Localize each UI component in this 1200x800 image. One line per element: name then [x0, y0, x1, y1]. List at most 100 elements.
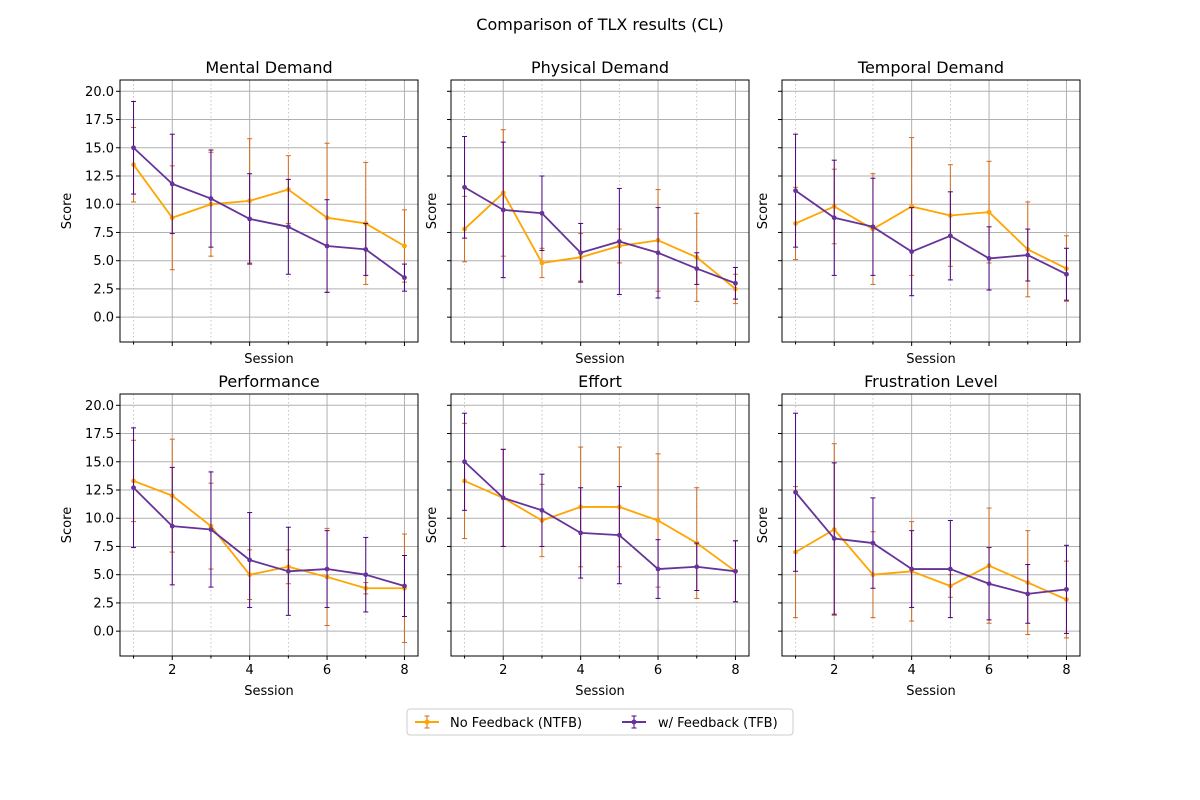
y-tick-label: 0.0: [93, 625, 114, 640]
data-point-tfb: [947, 566, 953, 572]
data-point-tfb: [539, 210, 545, 216]
data-point-tfb: [694, 564, 700, 570]
y-tick-label: 2.5: [93, 596, 114, 611]
x-axis-label: Session: [244, 684, 294, 699]
data-point-tfb: [285, 224, 291, 230]
data-point-tfb: [402, 583, 407, 589]
data-point-ntfb: [402, 243, 407, 249]
axes-frame: [450, 393, 750, 657]
y-axis-label: Score: [425, 507, 440, 543]
legend-tfb-marker: [631, 719, 637, 725]
data-point-tfb: [1025, 591, 1031, 597]
y-tick-label: 12.5: [85, 483, 114, 498]
x-axis-label: Session: [575, 352, 625, 367]
y-tick-label: 10.0: [85, 198, 114, 213]
series-line-ntfb: [795, 205, 1067, 270]
data-point-tfb: [909, 566, 915, 572]
data-point-tfb: [986, 256, 992, 261]
subplot-title: Effort: [578, 372, 622, 391]
x-tick-label: 2: [830, 663, 838, 678]
data-point-tfb: [831, 215, 837, 221]
data-point-tfb: [462, 184, 467, 190]
x-axis-label: Session: [906, 352, 956, 367]
data-point-tfb: [131, 145, 136, 151]
series-line-tfb: [463, 461, 736, 573]
x-tick-label: 6: [654, 663, 662, 678]
series-line-ntfb: [132, 164, 405, 247]
y-tick-label: 17.5: [85, 113, 114, 128]
data-point-tfb: [1064, 271, 1069, 277]
x-axis-label: Session: [575, 684, 625, 699]
data-point-tfb: [947, 233, 953, 239]
series-tfb: [131, 427, 407, 617]
data-point-tfb: [169, 181, 175, 187]
subplot-title: Physical Demand: [531, 58, 669, 77]
data-point-tfb: [131, 485, 136, 491]
data-point-tfb: [247, 216, 253, 222]
subplot-3: Temporal Demand Session Score: [756, 58, 1081, 367]
data-point-ntfb: [655, 518, 661, 523]
y-axis-label: Score: [60, 507, 75, 543]
subplot-title: Mental Demand: [205, 58, 332, 77]
y-axis-label: Score: [425, 193, 440, 229]
data-point-tfb: [694, 266, 700, 271]
series-line-ntfb: [464, 480, 736, 573]
data-point-tfb: [733, 568, 738, 574]
data-point-tfb: [870, 224, 876, 230]
y-tick-label: 5.0: [93, 568, 114, 583]
series-tfb: [462, 135, 738, 300]
series-tfb: [793, 412, 1069, 634]
data-point-tfb: [578, 530, 584, 536]
y-tick-label: 15.0: [85, 455, 114, 470]
data-point-tfb: [616, 239, 622, 244]
subplot-5: 2 4 6 8 Effort Session Score: [425, 372, 750, 699]
data-point-tfb: [500, 207, 506, 213]
data-point-tfb: [402, 275, 407, 281]
x-tick-label: 4: [577, 663, 585, 678]
series-line-ntfb: [133, 480, 405, 590]
subplot-2: Physical Demand Session Score: [425, 58, 750, 367]
x-tick-label: 6: [985, 663, 993, 678]
series-line-tfb: [132, 487, 405, 587]
figure-title: Comparison of TLX results (CL): [476, 15, 723, 34]
axes-frame: [781, 79, 1081, 343]
y-axis-label: Score: [60, 193, 75, 229]
legend: No Feedback (NTFB) w/ Feedback (TFB): [406, 708, 794, 736]
series-line-ntfb: [795, 528, 1067, 601]
data-point-tfb: [986, 581, 992, 587]
legend-entry-ntfb: No Feedback (NTFB): [415, 715, 582, 731]
data-point-tfb: [462, 459, 467, 465]
data-point-tfb: [616, 532, 622, 538]
y-tick-label: 5.0: [93, 254, 114, 269]
y-tick-label: 17.5: [85, 427, 114, 442]
axes-frame: [119, 393, 419, 657]
series-line-tfb: [132, 147, 405, 279]
data-point-tfb: [1064, 586, 1069, 592]
y-tick-label: 20.0: [85, 399, 114, 414]
data-point-tfb: [539, 507, 545, 513]
subplot-grid: 0.0 2.5 5.0 7.5 10.0 12.5 15.0 17.5 20.0 Mental D…: [60, 58, 1081, 699]
legend-frame: [406, 708, 794, 736]
data-point-tfb: [909, 249, 915, 255]
data-point-tfb: [655, 566, 661, 572]
x-tick-label: 4: [908, 663, 916, 678]
subplot-title: Frustration Level: [864, 372, 998, 391]
subplot-title: Performance: [218, 372, 319, 391]
subplot-4: 0.0 2.5 5.0 7.5 10.0 12.5 15.0 17.5 20.0 2 4 6 8 Perf…: [60, 372, 419, 699]
subplot-title: Temporal Demand: [857, 58, 1004, 77]
data-point-tfb: [1025, 252, 1031, 258]
series-tfb: [131, 100, 407, 293]
subplot-1: 0.0 2.5 5.0 7.5 10.0 12.5 15.0 17.5 20.0 Mental D…: [60, 58, 419, 367]
x-tick-label: 8: [731, 663, 739, 678]
x-tick-label: 8: [400, 663, 408, 678]
axes-frame: [781, 393, 1081, 657]
axes-frame: [450, 79, 750, 343]
y-tick-label: 7.5: [93, 226, 114, 241]
data-point-tfb: [793, 489, 798, 495]
y-tick-label: 2.5: [93, 282, 114, 297]
y-tick-label: 10.0: [85, 512, 114, 527]
data-point-tfb: [793, 188, 798, 194]
data-point-ntfb: [986, 209, 992, 215]
data-point-tfb: [733, 280, 738, 286]
